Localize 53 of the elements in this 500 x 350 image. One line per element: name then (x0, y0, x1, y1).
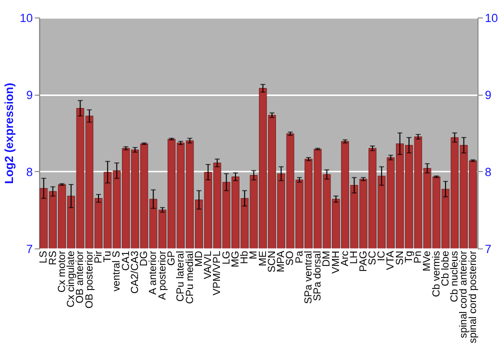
x-tick-label: CPu lateral (176, 250, 187, 302)
x-tick-label: Pir (93, 250, 104, 264)
x-tick-label: SO (285, 250, 296, 266)
x-tick-label: SPa dorsal (312, 250, 324, 302)
y-tick-label: 8 (26, 166, 34, 179)
x-tick-label: ventral S (112, 250, 123, 292)
y-tick-label: 9 (26, 88, 33, 102)
x-tick-label: Cx motor (56, 250, 68, 292)
x-tick-label: IC (376, 250, 388, 262)
y2-tick-label: 10 (484, 12, 498, 25)
x-tick-label: CA2/CA3 (130, 250, 141, 294)
x-tick-label: CA1 (120, 250, 132, 271)
x-tick-label: Cb lobe (440, 250, 452, 286)
x-tick-label: Cb nucleus (450, 250, 461, 302)
x-tick-label: ME (258, 250, 269, 266)
x-tick-label: PAG (358, 250, 370, 272)
x-tick-label: LH (349, 250, 360, 264)
x-tick-label: SC (367, 250, 378, 266)
x-tick-label: GP (166, 250, 178, 266)
x-tick-label: SN (394, 250, 406, 266)
x-tick-label: DM (322, 250, 333, 267)
x-tick-label: VMH (330, 250, 342, 274)
x-tick-label: spinal cord anterior (458, 250, 470, 338)
x-tick-label: Tg (404, 250, 415, 263)
x-tick-label: M (248, 250, 260, 260)
x-tick-label: SCN (266, 250, 278, 273)
x-tick-label: Pn (413, 250, 424, 264)
x-tick-label: A posterior (157, 250, 168, 300)
x-tick-label: MVe (422, 250, 434, 272)
x-tick-label: RS (48, 250, 59, 266)
x-tick-label: Hb (240, 250, 251, 264)
x-tick-label: OB posterior (84, 250, 96, 308)
x-tick-label: A anterior (148, 250, 160, 295)
x-tick-label: spinal cord posterior (468, 250, 479, 344)
x-tick-label: LG (221, 250, 232, 265)
x-tick-label: Pa (294, 250, 306, 264)
x-tick-label: VPM/VPL (212, 250, 224, 296)
y2-tick-label: 8 (484, 166, 492, 179)
x-tick-label: MG (230, 250, 242, 268)
x-tick-label: Cb vermis (431, 250, 442, 298)
x-tick-label: CPu medial (184, 250, 196, 304)
x-tick-label: VTA (386, 250, 397, 270)
y-tick-label: 7 (26, 242, 33, 256)
x-tick-label: SPa ventral (303, 250, 314, 304)
y-axis-title: Log2 (expression) (2, 82, 16, 184)
y-tick-label: 10 (20, 12, 34, 25)
x-tick-label: DG (139, 250, 150, 266)
x-tick-label: MD (194, 250, 205, 267)
y2-tick-label: 7 (484, 242, 492, 256)
x-tick-label: LS (38, 250, 50, 264)
y2-tick-label: 9 (484, 88, 492, 102)
x-tick-label: OB anterior (75, 250, 86, 304)
x-tick-label: Arc (340, 250, 352, 266)
